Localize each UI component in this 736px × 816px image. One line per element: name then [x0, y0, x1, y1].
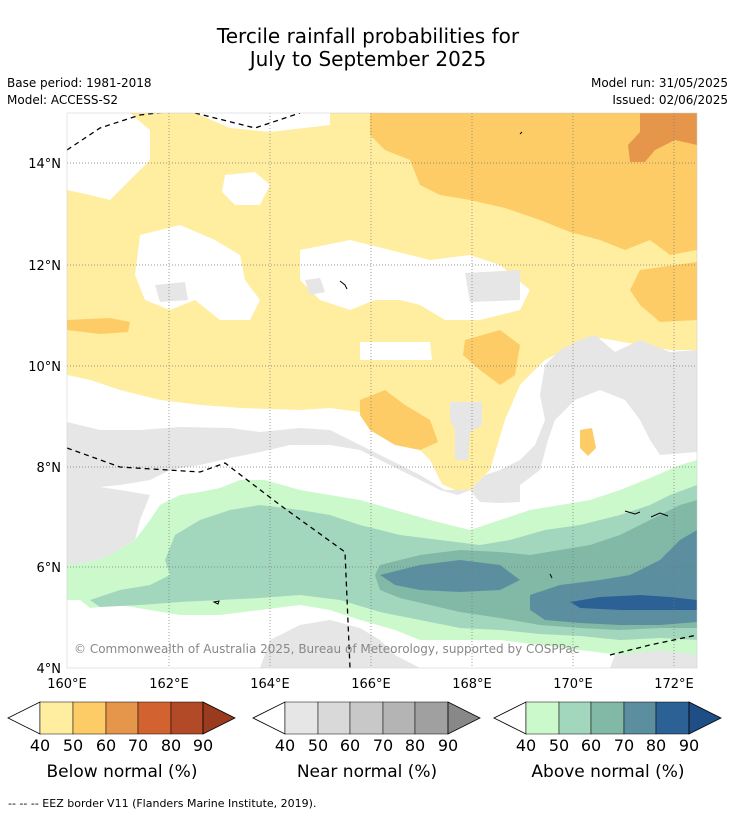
colorbar-swatch — [105, 701, 139, 735]
colorbar-swatch — [317, 701, 351, 735]
colorbar-title-above-normal: Above normal (%) — [531, 762, 685, 782]
colorbar-tick: 40 — [515, 736, 537, 755]
colorbar-swatch — [170, 701, 204, 735]
colorbar-swatch — [623, 701, 657, 735]
below-normal-60-70-region — [628, 113, 697, 162]
lon-label: 168°E — [452, 677, 492, 692]
colorbar-swatch — [349, 701, 384, 735]
near-normal-40-50-region-sw — [67, 335, 697, 503]
colorbar-swatch — [558, 701, 592, 735]
lat-label: 4°N — [37, 662, 62, 677]
colorbar-above-normal — [493, 701, 722, 735]
colorbar-title-below-normal: Below normal (%) — [46, 762, 198, 782]
near-normal-patch-3 — [450, 402, 482, 460]
colorbar-swatch — [39, 701, 74, 735]
lon-label: 160°E — [47, 677, 87, 692]
colorbar-tick: 90 — [678, 736, 700, 755]
eez-border — [67, 113, 697, 668]
colorbar-max-arrow — [447, 701, 481, 735]
lat-label: 12°N — [28, 259, 61, 274]
colorbar-tick: 50 — [62, 736, 84, 755]
base-period-text: Base period: 1981-2018 — [7, 76, 152, 90]
colorbar-swatch — [655, 701, 690, 735]
white-patch-left2 — [222, 172, 270, 205]
below-normal-50-60-region-c3 — [580, 428, 596, 456]
map-title-line2: July to September 2025 — [249, 47, 487, 71]
issued-text: Issued: 02/06/2025 — [612, 93, 728, 107]
near-normal-patch-4 — [305, 278, 325, 295]
graticule — [67, 113, 697, 668]
probability-map: © Commonwealth of Australia 2025, Bureau… — [67, 113, 697, 668]
below-normal-50-60-region-e — [630, 262, 697, 322]
colorbar-min-arrow — [7, 701, 41, 735]
colorbar-title-near-normal: Near normal (%) — [296, 762, 438, 782]
colorbar-tick: 80 — [404, 736, 426, 755]
colorbar-tick: 80 — [160, 736, 182, 755]
colorbar-tick: 90 — [437, 736, 459, 755]
colorbar-tick: 50 — [307, 736, 329, 755]
below-normal-50-60-region-w — [67, 318, 130, 334]
colorbar-tick: 40 — [274, 736, 296, 755]
colorbar-tick: 60 — [580, 736, 602, 755]
colorbar-swatch — [284, 701, 319, 735]
colorbar-tick: 40 — [29, 736, 51, 755]
above-normal-70-80-region-2 — [380, 560, 520, 592]
lat-label: 8°N — [37, 461, 62, 476]
above-normal-80-90-region — [570, 595, 697, 610]
below-normal-50-60-region-c — [463, 330, 520, 385]
lon-label: 166°E — [351, 677, 391, 692]
model-text: Model: ACCESS-S2 — [7, 93, 119, 107]
lat-label: 10°N — [28, 360, 61, 375]
near-normal-patch-2 — [465, 270, 520, 302]
white-patch-top — [195, 113, 330, 132]
lon-label: 172°E — [654, 677, 694, 692]
lat-label: 14°N — [28, 157, 61, 172]
colorbar-tick: 50 — [548, 736, 570, 755]
islands — [212, 131, 669, 605]
colorbar-near-normal — [252, 701, 481, 735]
colorbar-tick: 60 — [339, 736, 361, 755]
colorbar-swatch — [414, 701, 449, 735]
model-run-text: Model run: 31/05/2025 — [590, 76, 728, 90]
colorbar-swatch — [137, 701, 172, 735]
near-normal-patch-1 — [155, 282, 188, 302]
colorbar-min-arrow — [252, 701, 286, 735]
below-normal-50-60-region-ne — [370, 113, 697, 255]
lon-label: 170°E — [553, 677, 593, 692]
colorbar-swatch — [525, 701, 560, 735]
lon-label: 162°E — [149, 677, 189, 692]
colorbar-swatch — [382, 701, 416, 735]
colorbar-min-arrow — [493, 701, 527, 735]
white-patch-rect — [360, 342, 432, 360]
colorbar-max-arrow — [202, 701, 236, 735]
colorbar-swatch — [590, 701, 625, 735]
colorbar-tick: 70 — [613, 736, 635, 755]
white-patch-left — [67, 113, 150, 200]
map-frame — [66, 112, 698, 669]
axis-labels: 14°N 12°N 10°N 8°N 6°N 4°N 160°E 162°E 1… — [28, 157, 694, 692]
map-title-line1: Tercile rainfall probabilities for — [216, 24, 520, 48]
colorbar-below-normal — [7, 701, 236, 735]
lat-label: 6°N — [37, 561, 62, 576]
eez-legend-text: -- -- -- EEZ border V11 (Flanders Marine… — [8, 797, 317, 810]
colorbar-max-arrow — [688, 701, 722, 735]
below-normal-50-60-region-c2 — [360, 390, 438, 450]
colorbar-tick: 70 — [127, 736, 149, 755]
near-normal-40-50-region-w — [67, 480, 150, 565]
copyright-text: © Commonwealth of Australia 2025, Bureau… — [74, 642, 579, 656]
near-normal-40-50-region-s — [260, 620, 420, 668]
colorbar-tick: 80 — [645, 736, 667, 755]
colorbar-tick: 90 — [192, 736, 214, 755]
colorbar-swatch — [72, 701, 107, 735]
colorbar-tick: 70 — [372, 736, 394, 755]
lon-label: 164°E — [250, 677, 290, 692]
colorbar-tick: 60 — [95, 736, 117, 755]
